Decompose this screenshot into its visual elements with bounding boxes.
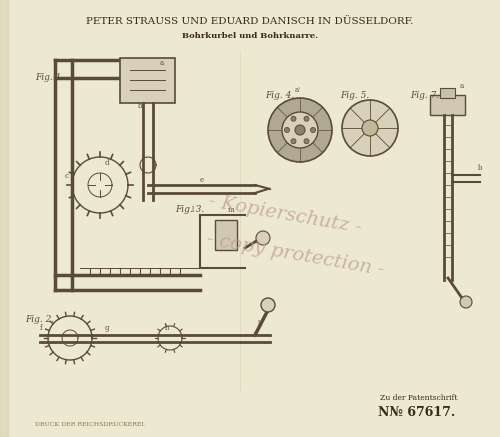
Text: a: a (460, 82, 464, 90)
Circle shape (310, 128, 316, 132)
Text: Fig. 4.: Fig. 4. (265, 90, 294, 100)
Circle shape (304, 116, 309, 121)
Text: Bohrkurbel und Bohrknarre.: Bohrkurbel und Bohrknarre. (182, 32, 318, 40)
Circle shape (342, 100, 398, 156)
Bar (430, 95, 465, 115)
Text: Fig. 1.: Fig. 1. (35, 73, 64, 83)
Bar (0, 0, 8, 437)
Text: c: c (65, 172, 69, 180)
Text: d: d (105, 159, 110, 167)
Bar (440, 88, 455, 98)
Circle shape (304, 139, 309, 144)
Circle shape (282, 112, 318, 148)
Text: - copy protection -: - copy protection - (204, 230, 386, 280)
Text: Zu der Patentschrift: Zu der Patentschrift (380, 394, 458, 402)
Circle shape (291, 139, 296, 144)
Circle shape (268, 98, 332, 162)
Circle shape (291, 116, 296, 121)
Text: PETER STRAUSS UND EDUARD DANISCH IN DÜSSELDORF.: PETER STRAUSS UND EDUARD DANISCH IN DÜSS… (86, 17, 413, 27)
Text: l: l (192, 206, 194, 214)
Text: Fig. 7.: Fig. 7. (410, 90, 440, 100)
Text: b: b (138, 102, 142, 110)
Text: f: f (40, 324, 42, 332)
Circle shape (295, 125, 305, 135)
Text: - Kopierschutz -: - Kopierschutz - (207, 193, 363, 237)
Text: Fig. 5.: Fig. 5. (340, 90, 369, 100)
Text: h: h (165, 324, 170, 332)
Text: e: e (200, 176, 204, 184)
Text: DRUCK DER REICHSDRUCKEREI.: DRUCK DER REICHSDRUCKEREI. (35, 423, 146, 427)
Text: a': a' (295, 86, 301, 94)
Text: b: b (478, 164, 482, 172)
Text: k: k (258, 320, 262, 328)
Bar (215, 220, 237, 250)
Circle shape (284, 128, 290, 132)
Text: g: g (105, 324, 110, 332)
Circle shape (460, 296, 472, 308)
Circle shape (256, 231, 270, 245)
Bar (120, 58, 175, 103)
Text: Fig. 3.: Fig. 3. (175, 205, 204, 215)
Text: a: a (160, 59, 164, 67)
Text: N№ 67617.: N№ 67617. (378, 406, 455, 419)
Circle shape (362, 120, 378, 136)
Text: m: m (228, 206, 235, 214)
Text: Fig. 2.: Fig. 2. (25, 316, 54, 325)
Circle shape (261, 298, 275, 312)
